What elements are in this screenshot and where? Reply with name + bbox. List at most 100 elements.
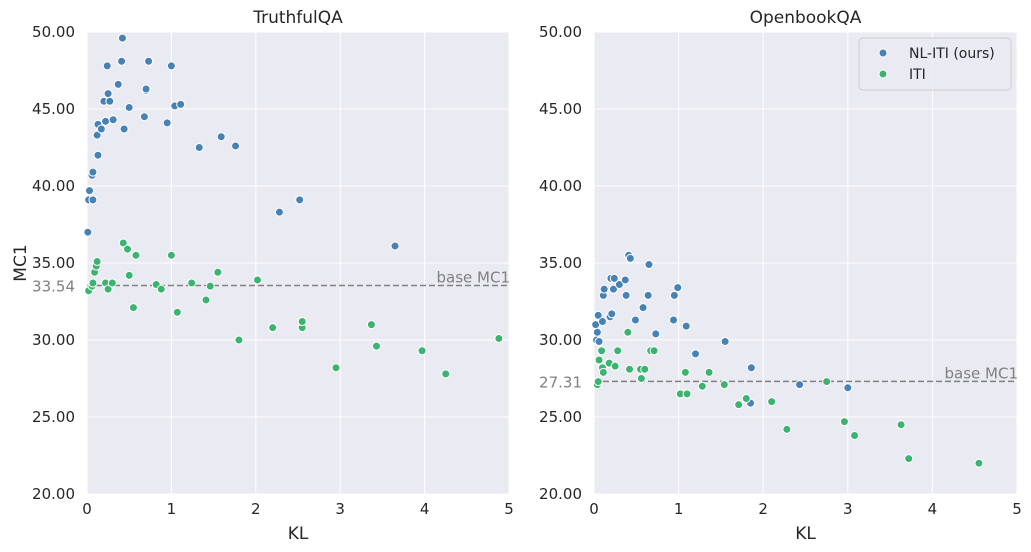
nl-iti-point: [88, 167, 98, 177]
nl-iti-point: [390, 241, 400, 251]
iti-point: [131, 250, 141, 260]
nl-iti-point: [108, 115, 118, 125]
nl-iti-point: [843, 383, 853, 393]
y-tick-label: 45.00: [539, 100, 582, 118]
nl-iti-point: [669, 315, 679, 325]
nl-iti-point: [599, 284, 609, 294]
x-tick-label: 5: [1012, 500, 1022, 518]
iti-point: [156, 284, 166, 294]
iti-point: [682, 389, 692, 399]
baseline-value-label: 27.31: [539, 373, 582, 391]
iti-point: [704, 367, 714, 377]
legend-marker: [878, 69, 888, 79]
iti-point: [417, 346, 427, 356]
iti-point: [625, 364, 635, 374]
baseline-label: base MC1: [945, 364, 1018, 382]
nl-iti-point: [681, 321, 691, 331]
iti-point: [201, 295, 211, 305]
y-tick-label: 30.00: [32, 331, 75, 349]
iti-point: [205, 281, 215, 291]
nl-iti-point: [651, 329, 661, 339]
nl-iti-point: [621, 290, 631, 300]
nl-iti-point: [119, 124, 129, 134]
nl-iti-point: [231, 141, 241, 151]
nl-iti-point: [85, 186, 95, 196]
y-tick-label: 35.00: [32, 254, 75, 272]
nl-iti-point: [141, 84, 151, 94]
y-axis-label: MC1: [11, 244, 31, 281]
nl-iti-point: [669, 290, 679, 300]
legend-box: [858, 37, 1012, 91]
y-tick-label: 40.00: [32, 177, 75, 195]
nl-iti-point: [609, 273, 619, 283]
iti-point: [123, 244, 133, 254]
iti-point: [623, 327, 633, 337]
nl-iti-point: [176, 99, 186, 109]
y-tick-label: 25.00: [539, 408, 582, 426]
iti-point: [166, 250, 176, 260]
y-tick-label: 40.00: [539, 177, 582, 195]
nl-iti-point: [117, 33, 127, 43]
iti-point: [213, 267, 223, 277]
nl-iti-point: [643, 290, 653, 300]
nl-iti-point: [638, 303, 648, 313]
nl-iti-point: [691, 349, 701, 359]
nl-iti-point: [83, 227, 93, 237]
iti-point: [371, 341, 381, 351]
nl-iti-point: [644, 260, 654, 270]
iti-point: [172, 307, 182, 317]
nl-iti-point: [630, 315, 640, 325]
x-tick-label: 1: [167, 500, 177, 518]
iti-point: [839, 417, 849, 427]
x-tick-label: 2: [758, 500, 768, 518]
nl-iti-point: [144, 56, 154, 66]
x-axis-label: KL: [795, 524, 816, 544]
nl-iti-point: [625, 253, 635, 263]
iti-point: [741, 394, 751, 404]
iti-point: [680, 367, 690, 377]
nl-iti-point: [113, 79, 123, 89]
iti-point: [636, 374, 646, 383]
iti-point: [118, 238, 128, 248]
iti-point: [297, 317, 307, 327]
iti-point: [782, 424, 792, 434]
x-tick-label: 4: [420, 500, 430, 518]
iti-point: [649, 346, 659, 356]
nl-iti-point: [216, 132, 226, 142]
iti-point: [234, 335, 244, 345]
iti-point: [593, 377, 603, 387]
legend: NL-ITI (ours) ITI: [858, 37, 1012, 91]
nl-iti-point: [117, 56, 127, 66]
baseline-value-label: 33.54: [32, 277, 75, 295]
legend-marker: [878, 48, 888, 58]
x-tick-label: 3: [843, 500, 853, 518]
openbookqa-panel: 0 1 2 3 4 5 20.00 25.00 30.00 35.00 40.00 45.00 50.0…: [539, 8, 1022, 544]
y-tick-label: 35.00: [539, 254, 582, 272]
iti-point: [124, 270, 134, 280]
iti-point: [767, 397, 777, 407]
nl-iti-point: [720, 337, 730, 347]
iti-point: [719, 380, 729, 390]
y-tick-label: 30.00: [539, 331, 582, 349]
iti-point: [597, 346, 607, 356]
nl-iti-point: [92, 130, 102, 140]
iti-point: [187, 278, 197, 288]
iti-point: [594, 355, 604, 365]
iti-point: [850, 430, 860, 440]
legend-entry-label: NL-ITI (ours): [909, 46, 995, 62]
nl-iti-point: [139, 112, 149, 122]
iti-point: [904, 454, 914, 464]
nl-iti-point: [162, 118, 172, 128]
iti-point: [896, 420, 906, 430]
iti-point: [613, 346, 623, 356]
x-tick-label: 5: [504, 500, 514, 518]
iti-point: [107, 278, 117, 288]
nl-iti-point: [103, 89, 113, 99]
chart-title: OpenbookQA: [750, 8, 862, 28]
nl-iti-point: [295, 195, 305, 205]
x-axis-label: KL: [288, 524, 309, 544]
nl-iti-point: [795, 380, 805, 390]
iti-point: [128, 303, 138, 313]
baseline-label: base MC1: [437, 268, 510, 286]
